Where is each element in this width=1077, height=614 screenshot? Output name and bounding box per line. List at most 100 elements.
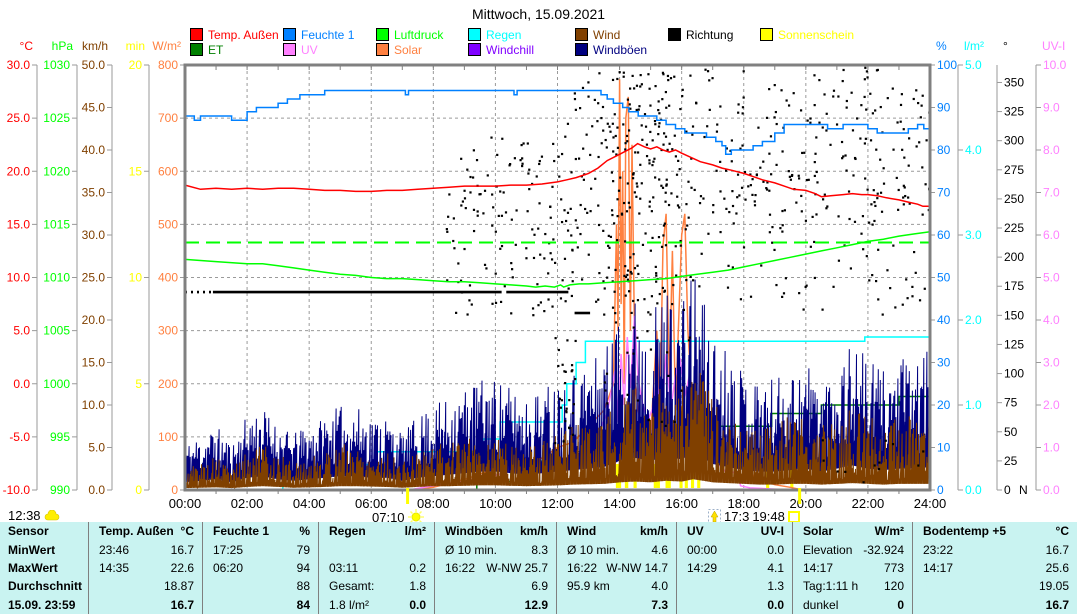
column-name: UV: [687, 524, 704, 539]
wind-direction-dot: [815, 213, 818, 216]
wind-direction-dot: [804, 285, 807, 289]
wind-direction-dot: [716, 123, 719, 126]
wind-direction-dot: [581, 86, 585, 90]
wind-direction-dot: [638, 105, 641, 108]
wind-direction-dot: [922, 450, 925, 453]
wind-direction-dot: [658, 292, 661, 296]
cell-time: Ø 10 min.: [445, 542, 498, 557]
wind-direction-dot: [470, 303, 473, 306]
wind-direction-dot: [513, 157, 516, 160]
axis-tick-label: 225: [1004, 221, 1024, 235]
legend-swatch: [668, 28, 681, 41]
wind-direction-dot: [559, 297, 563, 300]
axis-tick-label: 2.0: [1043, 398, 1060, 412]
wind-direction-dot: [860, 232, 863, 235]
wind-direction-dot: [682, 308, 685, 312]
wind-direction-dot: [604, 389, 607, 392]
wind-direction-dot: [531, 228, 534, 231]
wind-direction-dot: [653, 157, 656, 160]
axis-tick-label: 15.0: [7, 217, 31, 231]
wind-direction-dot: [832, 89, 836, 92]
wind-direction-dot: [813, 74, 816, 77]
table-column-header: Bodentemp +5 °C: [912, 522, 1077, 541]
wind-direction-dot: [643, 298, 646, 301]
wind-direction-dot: [655, 272, 658, 275]
wind-direction-dot: [845, 169, 848, 172]
cell-value: 1.3: [767, 579, 784, 594]
wind-direction-dot: [908, 202, 911, 205]
wind-direction-dot: [863, 142, 866, 145]
wind-direction-dot: [660, 420, 663, 423]
wind-direction-dot: [715, 169, 718, 172]
wind-direction-dot: [902, 128, 905, 131]
wind-direction-dot: [923, 287, 926, 290]
wind-direction-dot: [809, 121, 812, 124]
table-cell: Tag:1:11 h 120: [792, 577, 912, 596]
wind-direction-dot: [848, 217, 851, 221]
wind-direction-dot: [854, 157, 857, 161]
wind-direction-dot: [463, 189, 466, 192]
wind-direction-dot: [676, 204, 680, 207]
wind-direction-dot: [654, 84, 657, 88]
wind-direction-dot: [500, 214, 504, 217]
wind-direction-dot: [707, 232, 710, 235]
wind-direction-dot: [802, 308, 805, 311]
wind-direction-dot: [859, 137, 862, 140]
wind-direction-dot: [719, 105, 722, 108]
wind-direction-dot: [741, 144, 744, 147]
wind-direction-dot: [582, 178, 585, 181]
table-cell: 16.7: [88, 595, 202, 614]
wind-direction-dot: [600, 116, 603, 120]
wind-direction-dot: [664, 90, 667, 94]
table-cell: 00:00 0.0: [676, 540, 792, 559]
wind-direction-dot: [611, 280, 614, 283]
cell-value: 19.05: [1038, 579, 1069, 594]
axis-tick-label: 40.0: [82, 143, 106, 157]
wind-direction-dot: [571, 248, 574, 251]
wind-direction-dot: [882, 182, 886, 185]
wind-direction-dot: [849, 267, 852, 270]
wind-direction-dot: [837, 95, 840, 98]
wind-direction-dot: [598, 272, 601, 275]
wind-direction-dot: [880, 210, 884, 213]
wind-direction-dot: [799, 109, 803, 112]
axis-tick-label: 0.0: [88, 483, 105, 497]
wind-direction-dot: [863, 78, 866, 81]
wind-direction-dot: [623, 274, 626, 277]
wind-direction-dot: [840, 140, 844, 144]
axis-tick-label: 25.0: [7, 111, 31, 125]
cell-value: 0.0: [409, 597, 426, 612]
table-cell: 6.9: [434, 577, 556, 596]
wind-direction-dot: [698, 285, 701, 288]
wind-direction-dot: [608, 125, 611, 128]
cell-time: 17:25: [213, 542, 244, 557]
wind-direction-dot: [641, 138, 644, 141]
wind-direction-dot: [897, 188, 900, 192]
wind-direction-dot: [538, 162, 541, 166]
wind-direction-dot: [629, 87, 632, 90]
wind-direction-dot: [679, 244, 682, 247]
wind-direction-dot: [620, 212, 624, 215]
cell-time: 16:22: [445, 560, 476, 575]
wind-direction-dot: [520, 143, 523, 147]
wind-direction-dot: [770, 173, 773, 176]
wind-direction-dot: [616, 239, 619, 242]
wind-direction-dot: [494, 230, 497, 233]
wind-direction-dot: [504, 211, 508, 214]
wind-direction-dot: [486, 174, 489, 177]
wind-direction-dot: [664, 424, 667, 428]
wind-direction-dot: [788, 175, 791, 178]
wind-direction-dot: [627, 129, 631, 132]
wind-direction-dot: [638, 212, 641, 215]
wind-direction-dot: [687, 180, 690, 183]
cell-value: 0.2: [409, 560, 426, 575]
axis-tick-label: 20.0: [7, 164, 31, 178]
wind-direction-dot: [511, 276, 514, 279]
wind-direction-dot: [873, 464, 876, 467]
axis-tick-label: 45.0: [82, 101, 106, 115]
wind-direction-dot: [760, 264, 763, 267]
wind-direction-dot: [832, 95, 835, 98]
wind-direction-dot: [742, 246, 746, 249]
wind-direction-dot: [626, 351, 629, 354]
wind-direction-dot: [629, 256, 632, 259]
